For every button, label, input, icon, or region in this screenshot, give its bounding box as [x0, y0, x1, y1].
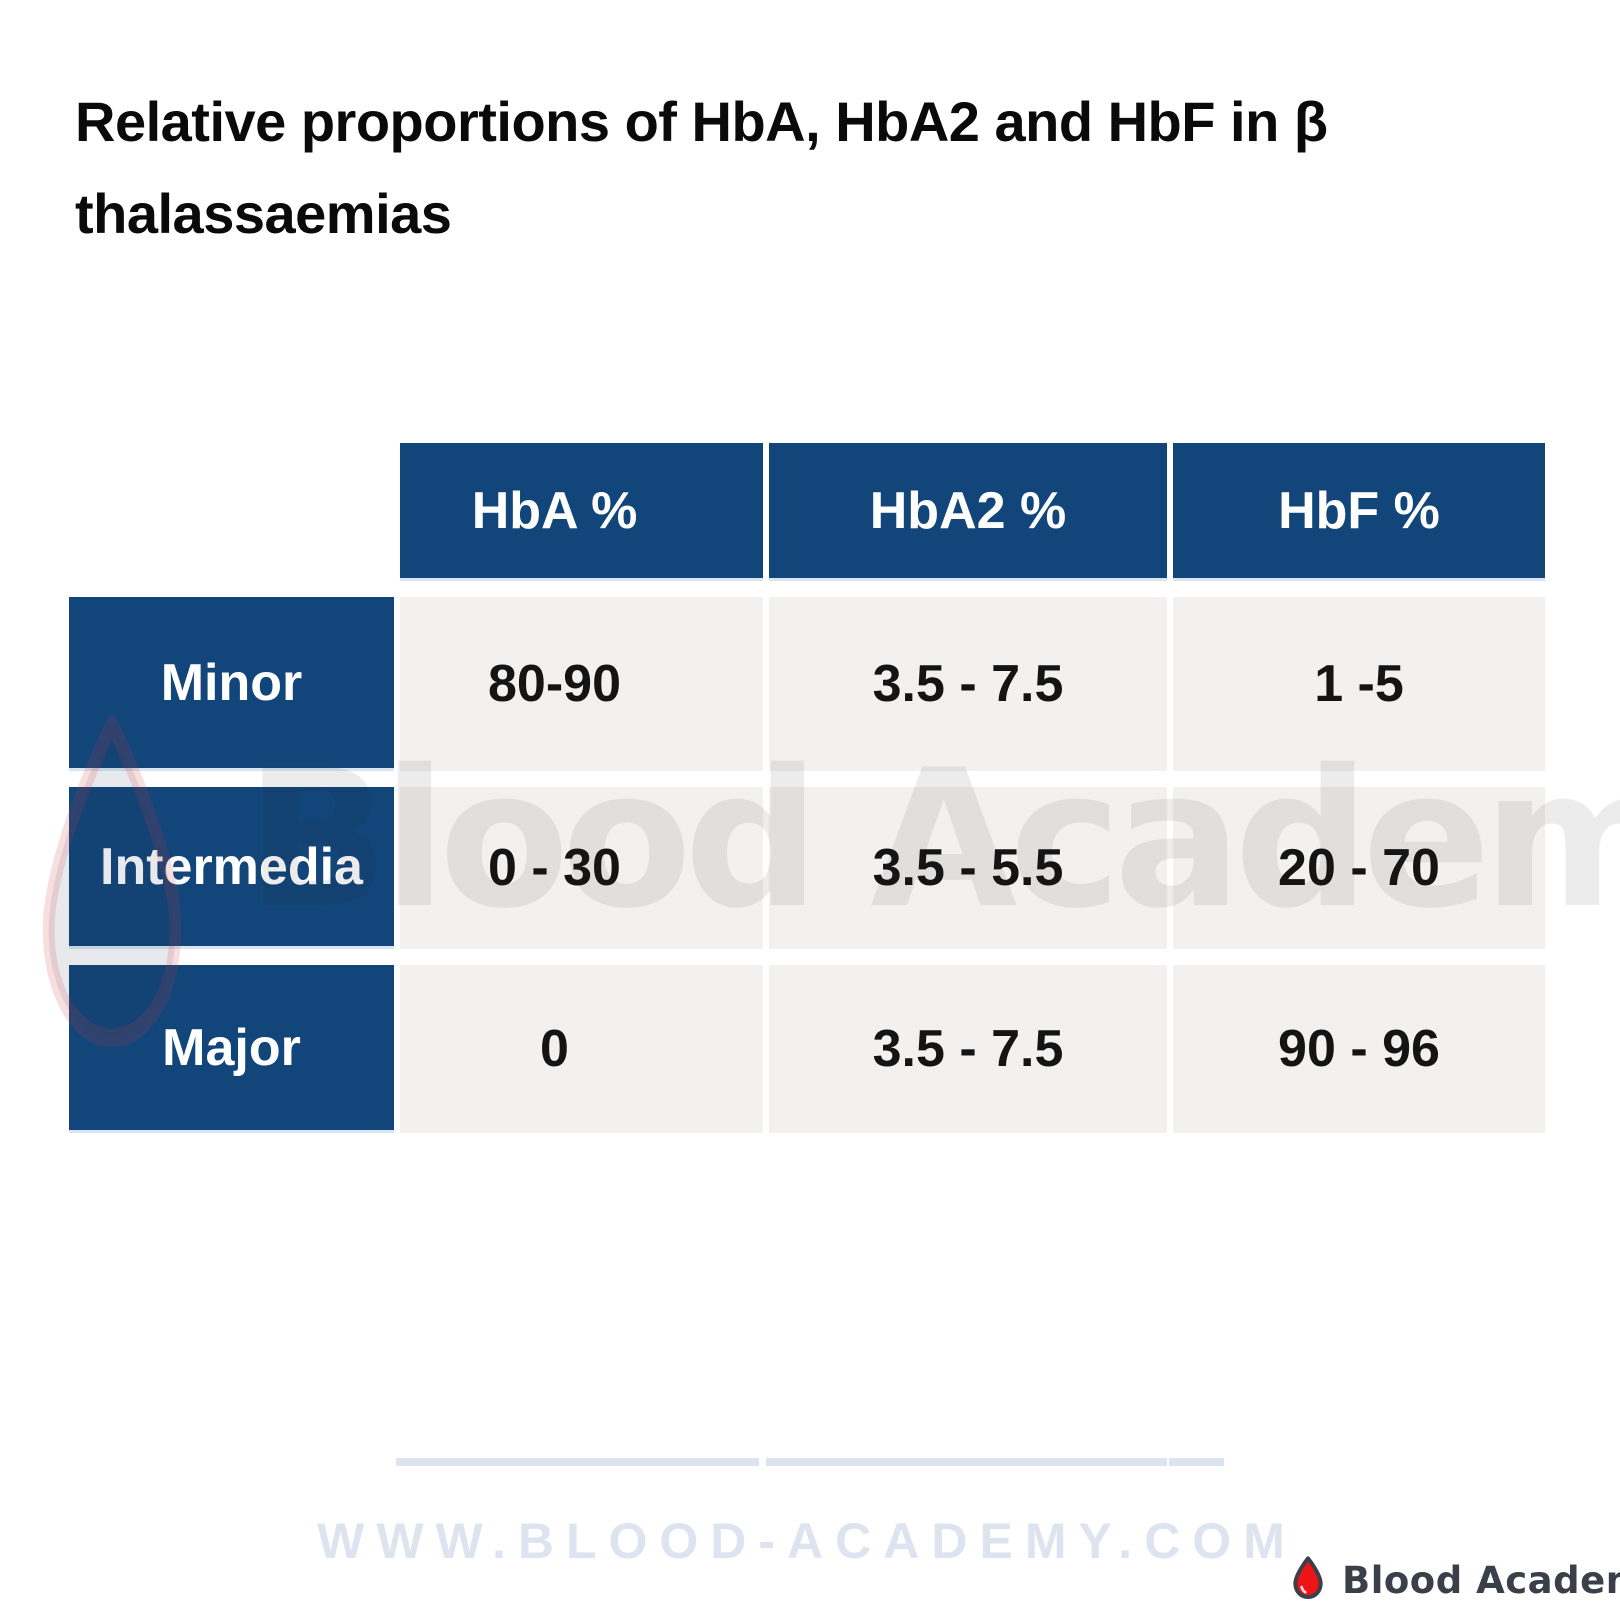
page-title-line1: Relative proportions of HbA, HbA2 and Hb… — [75, 90, 1328, 153]
page-title: Relative proportions of HbA, HbA2 and Hb… — [75, 76, 1475, 260]
footer-rule-segment-2 — [766, 1458, 1167, 1466]
cell-intermedia-hbf: 20 - 70 — [1173, 787, 1545, 949]
blood-drop-icon — [1288, 1552, 1328, 1609]
column-header-hbf: HbF % — [1173, 443, 1545, 581]
row-label-minor: Minor — [69, 597, 394, 771]
column-header-hba: HbA % — [400, 443, 763, 581]
brand-name-text: Blood Academy — [1342, 1559, 1620, 1602]
page-title-line2: thalassaemias — [75, 181, 452, 245]
cell-intermedia-hba2: 3.5 - 5.5 — [769, 787, 1167, 949]
cell-minor-hba2: 3.5 - 7.5 — [769, 597, 1167, 771]
row-label-intermedia: Intermedia — [69, 787, 394, 949]
cell-intermedia-hba: 0 - 30 — [400, 787, 763, 949]
footer-rule-segment-3 — [1169, 1458, 1224, 1466]
cell-major-hba: 0 — [400, 965, 763, 1133]
cell-major-hbf: 90 - 96 — [1173, 965, 1545, 1133]
website-url-text: WWW.BLOOD-ACADEMY.COM — [317, 1513, 1297, 1569]
column-header-hba2: HbA2 % — [769, 443, 1167, 581]
row-label-major: Major — [69, 965, 394, 1133]
brand-logo: Blood Academy — [1288, 1552, 1620, 1609]
footer-rule-segment-1 — [396, 1458, 759, 1466]
cell-minor-hba: 80-90 — [400, 597, 763, 771]
cell-minor-hbf: 1 -5 — [1173, 597, 1545, 771]
cell-major-hba2: 3.5 - 7.5 — [769, 965, 1167, 1133]
proportions-table: HbA % HbA2 % HbF % Minor 80-90 3.5 - 7.5… — [69, 443, 1545, 1133]
table-corner-cell — [69, 443, 394, 581]
